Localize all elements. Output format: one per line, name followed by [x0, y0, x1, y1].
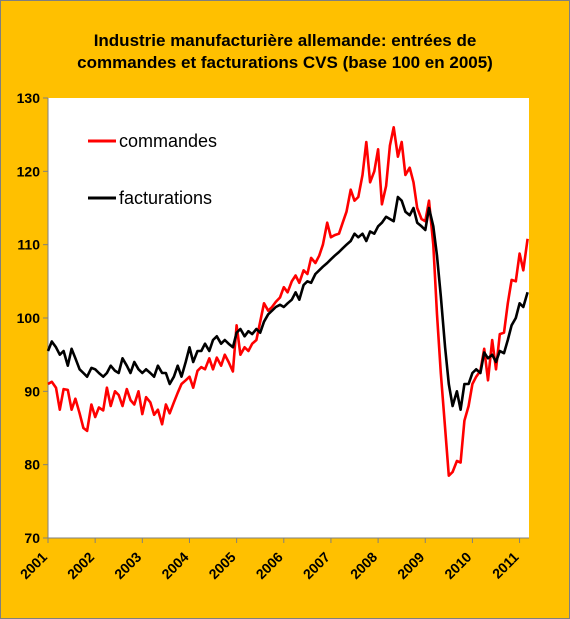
x-tick-label: 2007: [300, 549, 333, 582]
chart-title-line-2: commandes et facturations CVS (base 100 …: [77, 53, 493, 72]
y-tick-label: 70: [24, 530, 40, 546]
x-tick-label: 2005: [205, 549, 238, 582]
x-tick-label: 2002: [64, 549, 97, 582]
y-tick-label: 120: [17, 163, 41, 179]
series-line-facturations: [46, 195, 529, 411]
x-tick-label: 2010: [441, 549, 474, 582]
legend-label-commandes: commandes: [119, 131, 217, 151]
x-tick-label: 2009: [394, 549, 427, 582]
x-tick-label: 2004: [158, 549, 191, 582]
x-tick-label: 2001: [17, 549, 50, 582]
x-tick-label: 2003: [111, 549, 144, 582]
y-tick-label: 110: [17, 237, 40, 253]
x-tick-label: 2006: [253, 549, 286, 582]
x-axis-ticks: 2001 2002 2003 2004 2005 2006 2007 2008 2009 2010…: [17, 538, 522, 582]
y-tick-label: 130: [17, 90, 41, 106]
x-tick-label: 2011: [489, 549, 522, 582]
chart-title-line-1: Industrie manufacturière allemande: entr…: [93, 31, 477, 50]
series-line-commandes: [47, 126, 529, 477]
y-tick-label: 100: [17, 310, 41, 326]
plot-area: [48, 98, 529, 538]
series-lines: [46, 126, 529, 477]
legend-label-facturations: facturations: [119, 188, 212, 208]
x-tick-label: 2008: [347, 549, 380, 582]
y-tick-label: 80: [24, 457, 40, 473]
y-tick-label: 90: [24, 383, 40, 399]
legend: commandes facturations: [88, 131, 217, 208]
chart-title: Industrie manufacturière allemande: entr…: [20, 30, 550, 74]
y-axis-ticks: 70 80 90 100 110 120 130: [17, 90, 48, 546]
